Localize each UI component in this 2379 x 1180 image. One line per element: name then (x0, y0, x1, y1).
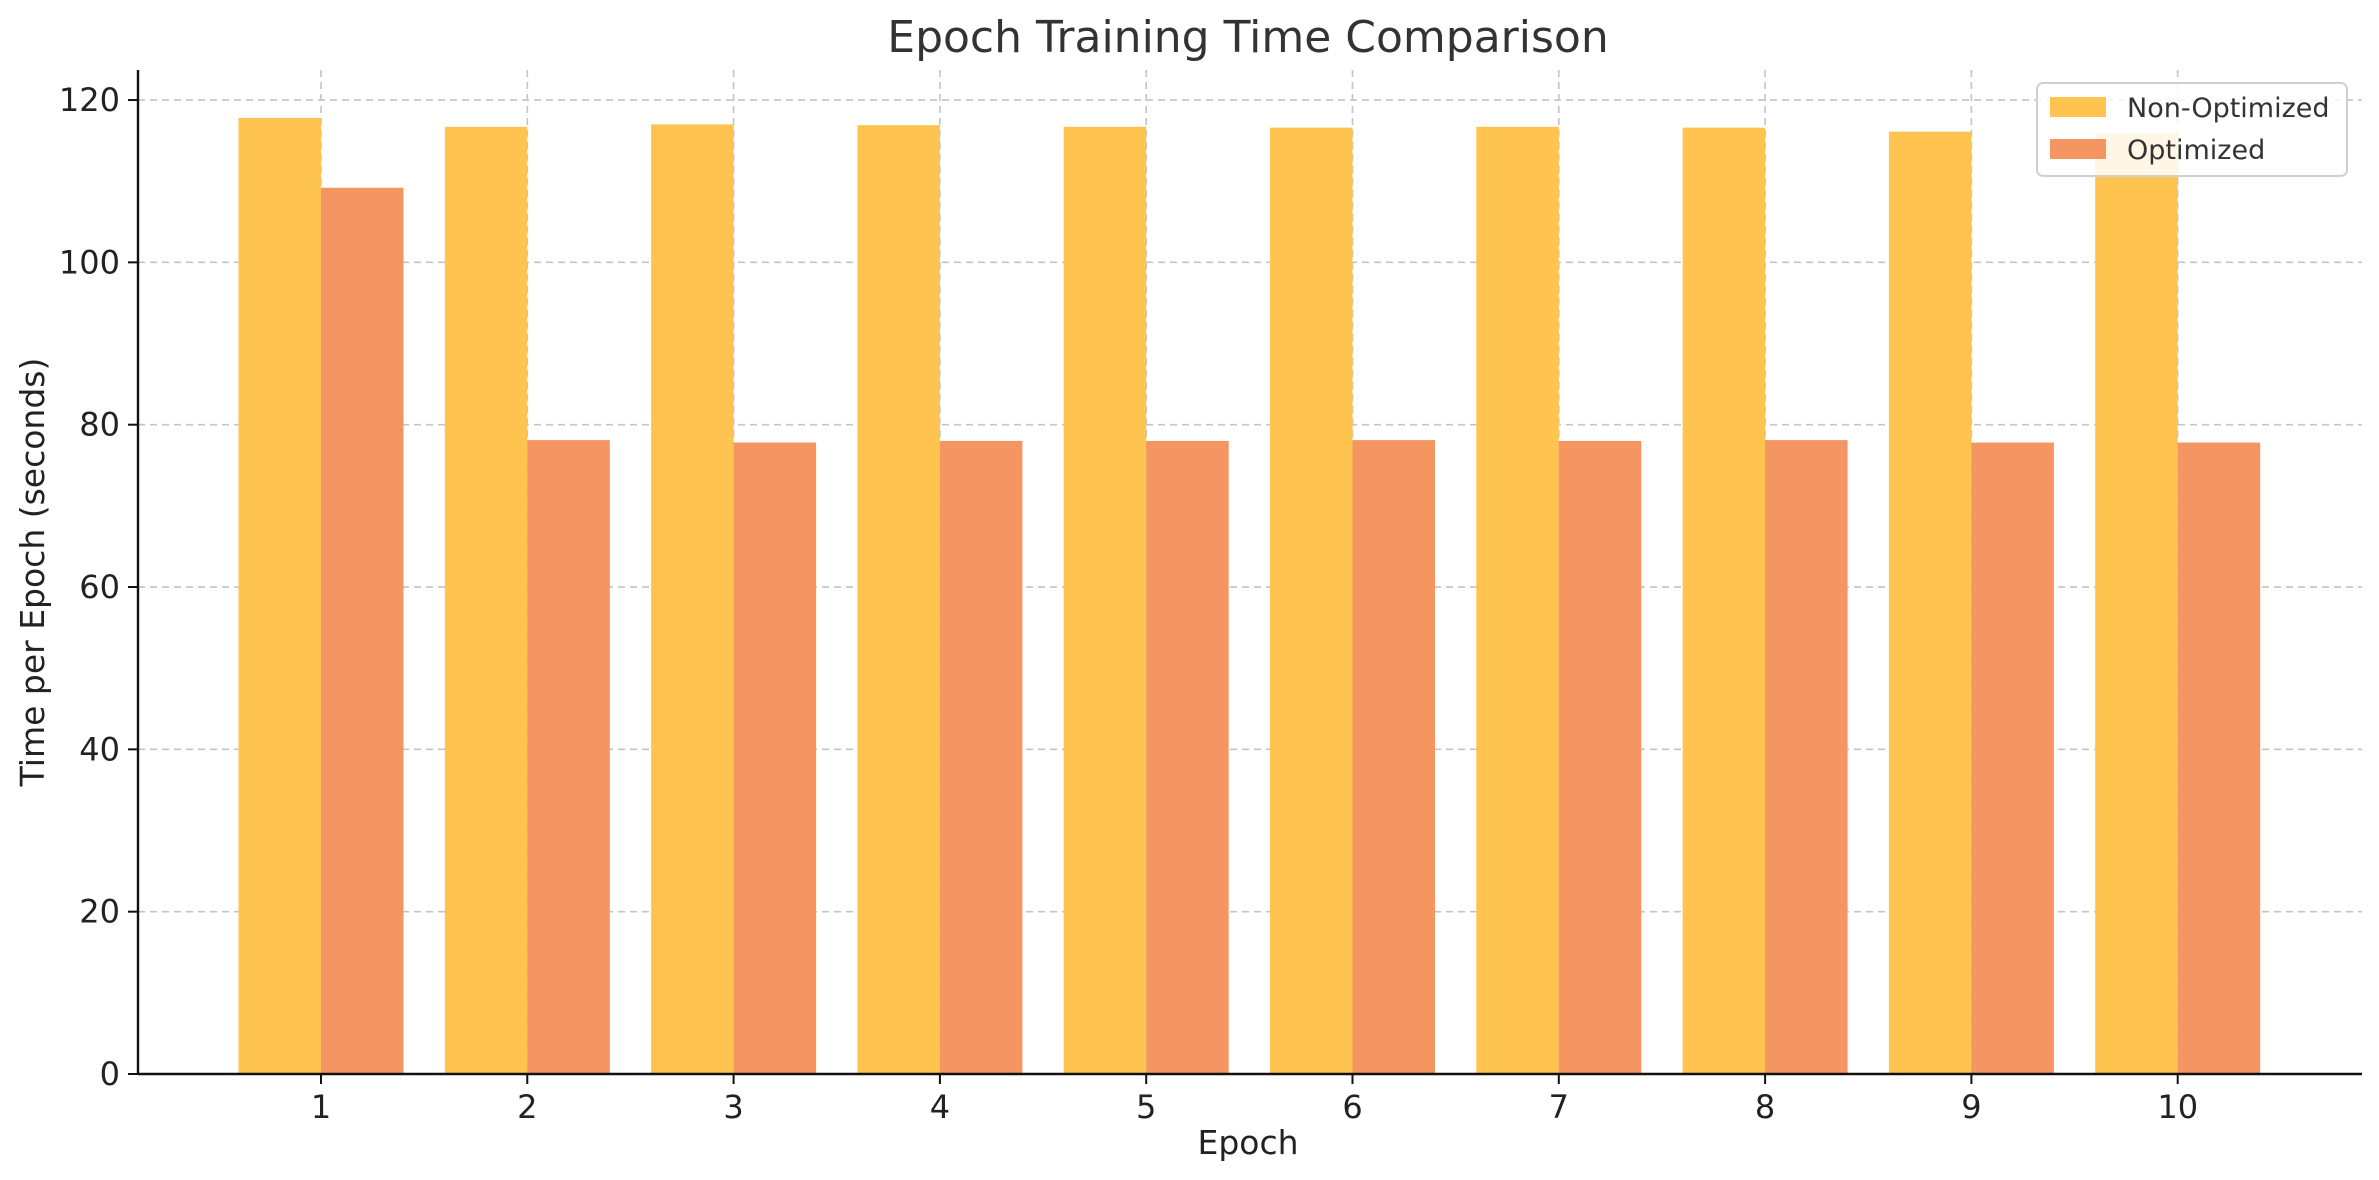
legend-swatch-optimized (2050, 139, 2106, 159)
y-axis-title: Time per Epoch (seconds) (13, 358, 52, 788)
bar-optimized-epoch-2 (527, 440, 610, 1074)
bar-optimized-epoch-9 (1971, 442, 2054, 1075)
y-tick-label: 100 (59, 243, 120, 281)
bar-optimized-epoch-4 (939, 440, 1023, 1075)
x-tick-label: 7 (1549, 1088, 1569, 1126)
bar-non-optimized-epoch-6 (1270, 127, 1353, 1074)
axes (128, 70, 2362, 1084)
bar-optimized-epoch-6 (1352, 440, 1435, 1074)
x-tick-label: 3 (723, 1088, 743, 1126)
y-tick-label: 60 (79, 568, 120, 606)
chart-title: Epoch Training Time Comparison (887, 12, 1608, 63)
bar-optimized-epoch-1 (321, 187, 404, 1074)
x-tick-label: 10 (2157, 1088, 2198, 1126)
bar-non-optimized-epoch-3 (651, 124, 734, 1075)
x-axis-title: Epoch (1197, 1123, 1298, 1162)
y-tick-label: 80 (79, 406, 120, 444)
bar-non-optimized-epoch-5 (1063, 126, 1147, 1074)
bar-non-optimized-epoch-8 (1682, 127, 1766, 1074)
x-tick-label: 5 (1136, 1088, 1156, 1126)
legend: Non-Optimized Optimized (2036, 82, 2348, 177)
x-tick-label: 6 (1342, 1088, 1362, 1126)
bar-non-optimized-epoch-9 (1888, 131, 1972, 1075)
y-tick-label: 20 (79, 893, 120, 931)
bar-non-optimized-epoch-4 (857, 125, 940, 1074)
bar-optimized-epoch-5 (1146, 440, 1229, 1075)
bars (238, 117, 2261, 1075)
y-tick-label: 0 (100, 1055, 120, 1093)
x-tick-label: 2 (517, 1088, 537, 1126)
x-tick-label: 4 (930, 1088, 950, 1126)
bar-optimized-epoch-7 (1558, 440, 1642, 1075)
bar-optimized-epoch-3 (733, 442, 817, 1075)
legend-swatch-non-optimized (2050, 97, 2106, 117)
bar-non-optimized-epoch-1 (238, 117, 321, 1074)
x-tick-label: 8 (1755, 1088, 1775, 1126)
bar-non-optimized-epoch-7 (1476, 126, 1559, 1074)
bar-non-optimized-epoch-10 (2095, 133, 2178, 1075)
x-tick-label: 9 (1961, 1088, 1981, 1126)
y-tick-label: 40 (79, 730, 120, 768)
bar-optimized-epoch-10 (2177, 442, 2261, 1075)
legend-label-optimized: Optimized (2127, 135, 2265, 166)
legend-frame (2036, 82, 2348, 177)
bar-non-optimized-epoch-2 (444, 126, 528, 1074)
legend-label-non-optimized: Non-Optimized (2127, 93, 2330, 124)
bar-optimized-epoch-8 (1765, 440, 1848, 1074)
y-tick-label: 120 (59, 81, 120, 119)
x-tick-label: 1 (311, 1088, 331, 1126)
tick-labels: 0 20 40 60 80 100 120 1 2 3 4 5 6 7 8 9 10 (59, 81, 2198, 1126)
